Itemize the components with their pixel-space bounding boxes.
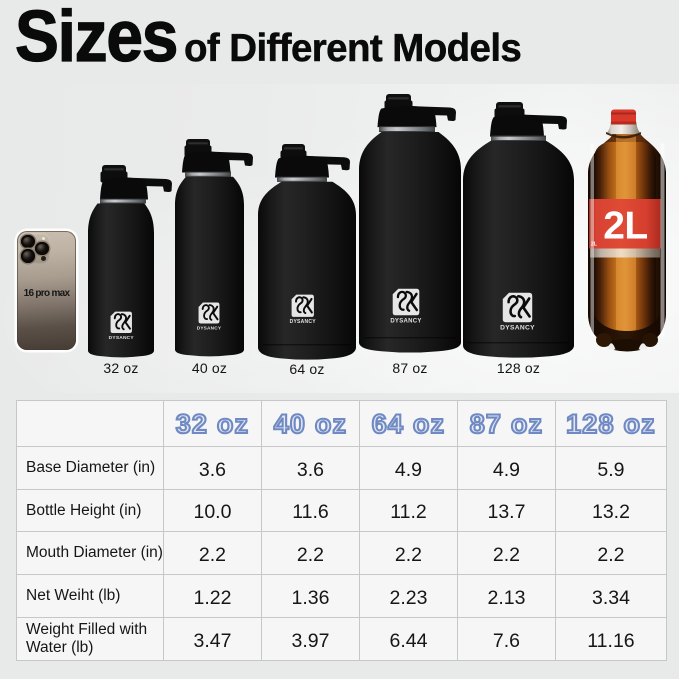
svg-text:DYSANCY: DYSANCY: [290, 319, 317, 325]
svg-text:2L: 2L: [603, 205, 648, 248]
svg-text:DYSANCY: DYSANCY: [109, 335, 135, 341]
svg-text:DYSANCY: DYSANCY: [197, 326, 222, 332]
svg-text:2L: 2L: [591, 242, 597, 248]
svg-text:DYSANCY: DYSANCY: [390, 319, 421, 325]
svg-text:DYSANCY: DYSANCY: [500, 325, 535, 332]
